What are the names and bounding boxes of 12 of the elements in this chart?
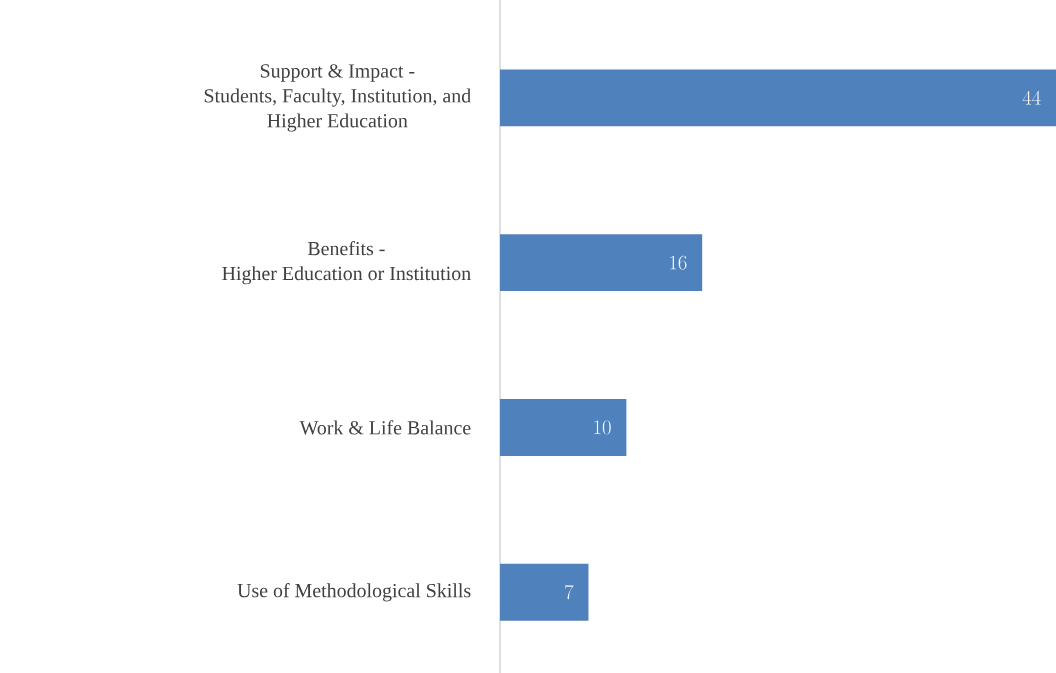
data-label: 16 (670, 255, 687, 270)
data-label: 10 (594, 420, 611, 435)
bar (500, 69, 1056, 127)
y-tick-label: Support & Impact - Students, Faculty, Institution, and Higher Education (204, 64, 471, 132)
y-tick-label: Use of Methodological Skills (237, 583, 471, 602)
y-tick-label: Work & Life Balance (299, 420, 471, 435)
bar (500, 234, 703, 292)
data-label: 7 (565, 584, 574, 600)
y-tick-label: Benefits - Higher Education or Institution (222, 241, 471, 285)
bar (500, 399, 627, 456)
data-label: 44 (1022, 90, 1041, 105)
bar (500, 563, 589, 621)
